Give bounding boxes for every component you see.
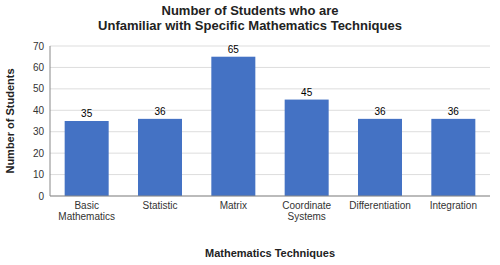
x-tick-label: Differentiation — [349, 200, 411, 211]
x-tick-label: Matrix — [220, 200, 247, 211]
grid-line — [50, 153, 490, 154]
y-tick-label: 0 — [38, 191, 44, 202]
grid-line — [50, 110, 490, 111]
data-label: 36 — [374, 106, 386, 117]
text-line: Integration — [430, 200, 477, 211]
chart-svg: Number of Students who areUnfamiliar wit… — [0, 0, 500, 265]
x-tick-label: Statistic — [142, 200, 177, 211]
y-tick-label: 20 — [33, 148, 45, 159]
x-tick-label: Integration — [430, 200, 477, 211]
x-tick-label: BasicMathematics — [58, 200, 115, 222]
text-line: Number of Students who are — [162, 3, 339, 18]
bar — [211, 57, 255, 196]
chart-container: Number of Students who areUnfamiliar wit… — [0, 0, 500, 265]
grid-line — [50, 67, 490, 68]
text-line: Unfamiliar with Specific Mathematics Tec… — [98, 18, 402, 33]
title: Number of Students who areUnfamiliar wit… — [98, 3, 402, 33]
x-axis-label: Mathematics Techniques — [205, 247, 335, 259]
grid-line — [50, 46, 490, 47]
bar — [358, 119, 402, 196]
x-axis-line — [50, 196, 490, 197]
bar — [285, 100, 329, 196]
y-tick-label: 40 — [33, 105, 45, 116]
y-tick-label: 30 — [33, 126, 45, 137]
text-line: Statistic — [142, 200, 177, 211]
text-line: Systems — [287, 211, 325, 222]
text-line: Mathematics — [58, 211, 115, 222]
text-line: Differentiation — [349, 200, 411, 211]
grid-line — [50, 196, 490, 197]
grid-line — [50, 174, 490, 175]
x-tick-label: CoordinateSystems — [282, 200, 331, 222]
background — [0, 0, 500, 265]
bar — [431, 119, 475, 196]
y-tick-label: 10 — [33, 169, 45, 180]
bar — [138, 119, 182, 196]
data-label: 65 — [228, 44, 240, 55]
text-line: Coordinate — [282, 200, 331, 211]
text-line: Basic — [74, 200, 98, 211]
bars — [65, 57, 476, 196]
data-label: 35 — [81, 108, 93, 119]
y-tick-label: 60 — [33, 62, 45, 73]
data-label: 36 — [448, 106, 460, 117]
data-label: 45 — [301, 87, 313, 98]
bar — [65, 121, 109, 196]
text-line: Matrix — [220, 200, 247, 211]
y-tick-label: 50 — [33, 83, 45, 94]
grid-line — [50, 131, 490, 132]
grid — [50, 46, 490, 196]
y-tick-label: 70 — [33, 41, 45, 52]
y-axis-label: Number of Students — [4, 68, 16, 173]
grid-line — [50, 88, 490, 89]
data-label: 36 — [154, 106, 166, 117]
y-axis-line — [50, 46, 51, 196]
